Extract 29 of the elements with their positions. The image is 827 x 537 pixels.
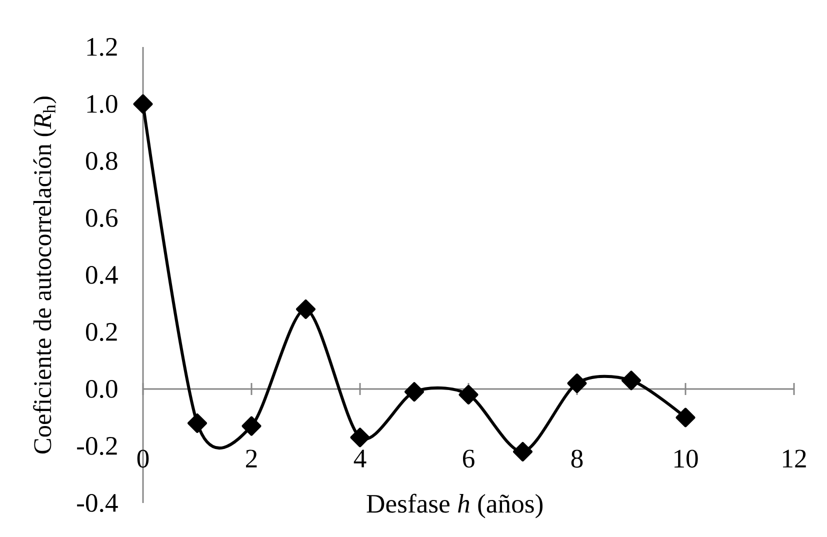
y-axis-title: Coeficiente de autocorrelación (R$_{h}$) (33, 96, 56, 454)
x-tick-label: 2 (246, 450, 257, 468)
y-tick-label: 0.6 (86, 208, 118, 228)
point (404, 382, 424, 402)
y-tick-label: 0.8 (86, 152, 118, 170)
point (242, 416, 262, 436)
point (458, 384, 478, 404)
point (350, 428, 370, 448)
point (188, 414, 207, 433)
y-tick-label: 1.2 (87, 38, 117, 56)
y-tick-label: 0.0 (86, 380, 118, 398)
point (133, 94, 153, 114)
y-tick-label: 0.4 (86, 266, 118, 284)
x-tick-label: 6 (462, 450, 474, 468)
x-tick-label: 10 (674, 450, 698, 468)
x-tick-label: 4 (354, 450, 366, 468)
point (567, 374, 587, 394)
point (296, 300, 316, 319)
x-tick-label: 0 (137, 450, 149, 468)
point (676, 408, 696, 428)
y-tick-label: 1.0 (87, 94, 118, 114)
point (622, 370, 641, 390)
point (513, 442, 532, 462)
y-tick-label: 0.2 (86, 322, 117, 342)
x-axis-title: Desfase h (años) (366, 494, 543, 518)
y-tick-label: -0.4 (77, 494, 118, 512)
x-tick-label: 8 (571, 450, 583, 468)
x-tick-label: 12 (783, 450, 806, 468)
y-tick-label: -0.2 (77, 436, 117, 456)
